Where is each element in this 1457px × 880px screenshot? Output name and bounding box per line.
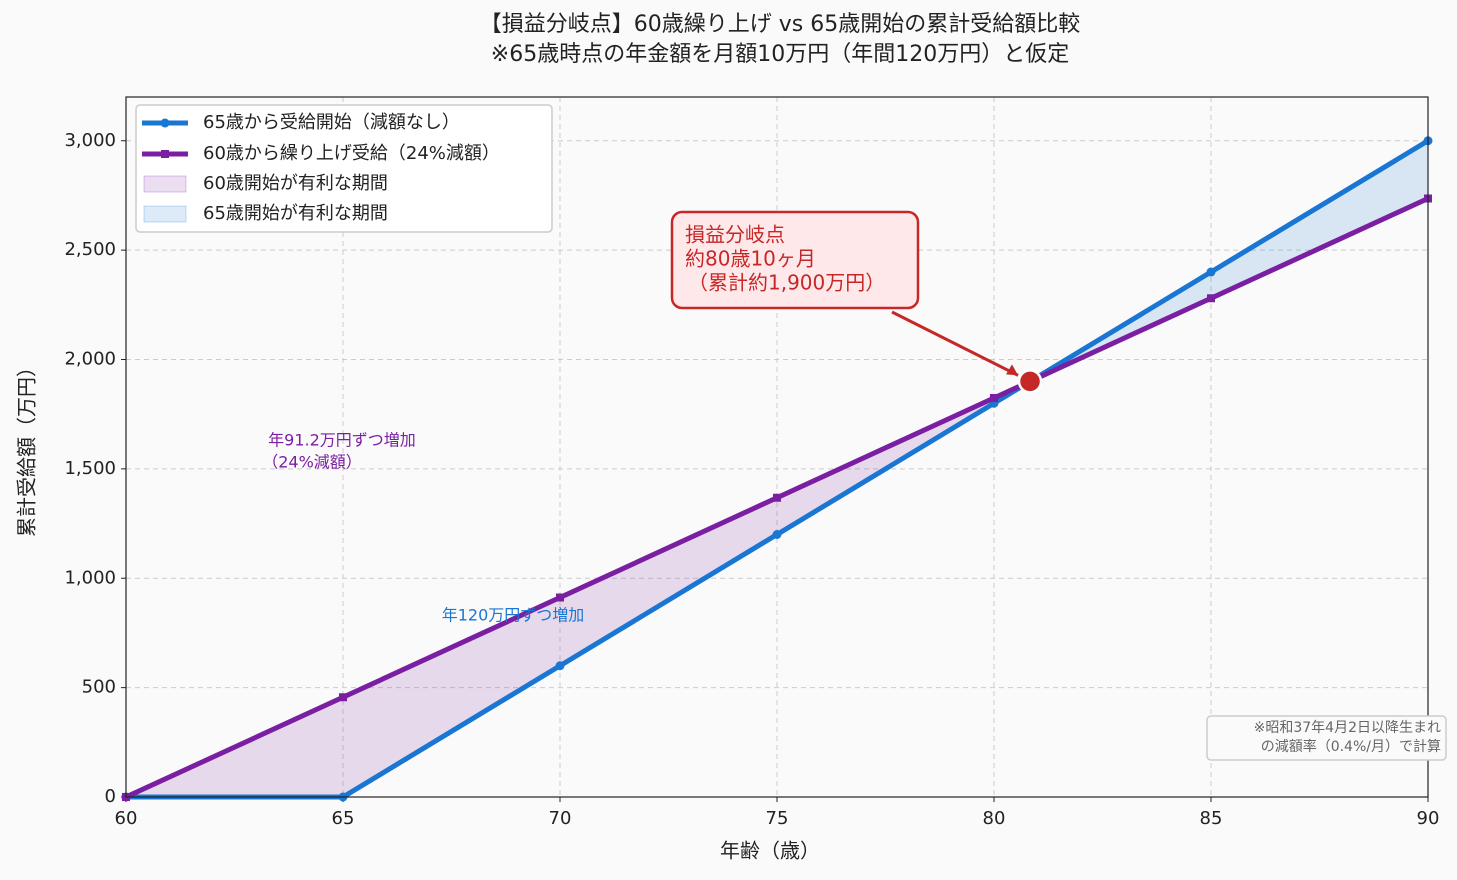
note-text: 年120万円ずつ増加 (442, 606, 585, 625)
annotation-text: （累計約1,900万円） (688, 271, 885, 295)
chart-title: 【損益分岐点】60歳繰り上げ vs 65歳開始の累計受給額比較 (480, 12, 1080, 37)
marker (339, 693, 347, 702)
arrow-head (1006, 364, 1019, 376)
y-tick-label: 2,000 (64, 349, 116, 370)
x-tick-label: 60 (115, 808, 138, 829)
x-tick-label: 75 (766, 808, 789, 829)
legend-label: 65歳開始が有利な期間 (203, 203, 388, 224)
footnote-box (1206, 715, 1447, 761)
legend-box (135, 104, 553, 233)
marker (556, 593, 564, 602)
x-tick-label: 85 (1200, 808, 1223, 829)
legend-swatch (143, 175, 187, 193)
x-tick-label: 70 (549, 808, 572, 829)
plot-frame (125, 96, 1429, 798)
annotation-arrow (891, 310, 1019, 377)
y-tick-label: 3,000 (64, 130, 116, 151)
note-text: 年91.2万円ずつ増加 (268, 431, 416, 450)
legend-marker (161, 150, 169, 158)
y-axis-label: 累計受給額（万円） (15, 357, 39, 537)
marker (772, 530, 782, 539)
y-tick-label: 500 (82, 677, 116, 698)
marker (1207, 294, 1215, 303)
annotation-text: 損益分岐点 (685, 223, 785, 247)
breakeven-point (1017, 369, 1043, 394)
legend-label: 65歳から受給開始（減額なし） (203, 112, 460, 133)
y-tick-label: 1,500 (64, 458, 116, 479)
legend-label: 60歳から繰り上げ受給（24%減額） (203, 143, 500, 164)
legend-label: 60歳開始が有利な期間 (203, 173, 388, 194)
x-tick-label: 65 (332, 808, 355, 829)
x-axis-label: 年齢（歳） (720, 839, 820, 863)
marker (773, 493, 781, 502)
footnote-text: の減額率（0.4%/月）で計算 (1261, 738, 1441, 755)
y-tick-label: 1,000 (64, 567, 116, 588)
note-text: （24%減額） (262, 453, 362, 472)
legend: 65歳から受給開始（減額なし） 60歳から繰り上げ受給（24%減額） 60歳開始が有… (135, 104, 553, 233)
y-tick-label: 0 (105, 786, 116, 807)
annotation-box (670, 210, 920, 310)
x-tick-label: 90 (1417, 808, 1440, 829)
y-tick-label: 2,500 (64, 239, 116, 260)
chart-subtitle: ※65歳時点の年金額を月額10万円（年間120万円）と仮定 (491, 42, 1069, 67)
legend-marker (160, 118, 170, 128)
marker (1206, 267, 1216, 277)
annotation-text: 約80歳10ヶ月 (685, 247, 816, 271)
marker (555, 661, 565, 671)
marker (990, 394, 998, 402)
legend-swatch (143, 205, 187, 223)
x-tick-label: 80 (983, 808, 1006, 829)
footnote-text: ※昭和37年4月2日以降生まれ (1254, 720, 1441, 736)
